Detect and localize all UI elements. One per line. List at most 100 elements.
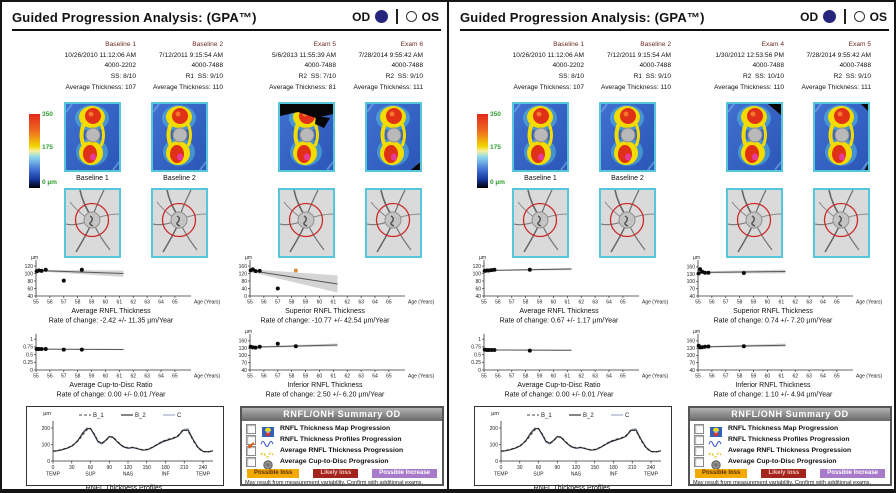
y-tick-label: 100 (42, 442, 51, 448)
x-tick-label: 56 (495, 374, 501, 380)
confidence-band (250, 269, 338, 293)
x-tick-label: 55 (481, 374, 487, 380)
y-tick-label: 0 (30, 368, 33, 374)
fundus-image[interactable] (599, 188, 656, 258)
page-title: Guided Progression Analysis: (GPA™) (460, 10, 705, 25)
data-point (61, 347, 66, 352)
exam-datetime: 5/6/2013 11:55:39 AM (271, 51, 336, 59)
exam-average-thickness: Average Thickness: 111 (353, 83, 423, 91)
rate-of-change-label: Rate of change: 0.00 +/- 0.01 /Year (57, 392, 167, 399)
os-radio[interactable] (853, 11, 865, 22)
profiles-icon (708, 435, 724, 447)
exam-serial: 4000-7488 (839, 62, 871, 70)
eye-divider (844, 9, 846, 24)
average-cup-to-disc-ratio: 1 0.75 0.5 0.25 0 55 56 57 58 59 60 61 62 63 64 65 Age (… (18, 328, 233, 400)
x-tick-label: 65 (172, 374, 178, 380)
fundus-image[interactable] (726, 188, 783, 258)
y-tick-label: 80 (475, 279, 481, 285)
data-point (527, 267, 532, 272)
status-chip-possible-loss: Possible loss (695, 469, 748, 478)
data-point (492, 347, 497, 352)
rnfl-thickness-map[interactable] (278, 102, 335, 172)
fundus-image[interactable] (813, 188, 870, 258)
exam-datetime: 1/30/2012 12:53:56 PM (715, 51, 784, 59)
x-tick-label: 180 (161, 465, 170, 471)
fundus-image[interactable] (512, 188, 569, 258)
data-point (275, 341, 280, 346)
data-point (696, 271, 701, 276)
chart-title: Average Cup-to-Disc Ratio (517, 382, 600, 389)
x-tick-label: 61 (779, 300, 785, 306)
legend-label: B_1 (541, 413, 552, 419)
rnfl-thickness-map[interactable] (512, 102, 569, 172)
trend-line (249, 344, 338, 348)
title-rule (460, 29, 889, 31)
exam-header: Baseline 2 7/12/2011 9:15:54 AM 4000-7488 R… (103, 40, 223, 93)
od-radio[interactable] (375, 10, 389, 23)
chart-title: Inferior RNFL Thickness (287, 382, 363, 389)
summary-checkbox[interactable] (694, 434, 704, 445)
x-tick-label: 60 (551, 374, 557, 380)
fundus-image[interactable] (64, 188, 121, 258)
y-tick-label: 60 (27, 286, 33, 292)
x-tick-label: 65 (172, 300, 178, 306)
x-tick-label: 57 (275, 300, 281, 306)
x-tick-label: 55 (247, 300, 253, 306)
od-radio[interactable] (823, 10, 837, 23)
scale-max-label: 350 (42, 111, 53, 118)
y-tick-label: 0.75 (471, 345, 481, 351)
rnfl-thickness-map[interactable] (726, 102, 783, 172)
fundus-image[interactable] (278, 188, 335, 258)
y-tick-label: 40 (241, 286, 247, 292)
data-point (79, 267, 84, 272)
y-tick-label: 0 (478, 368, 481, 374)
y-tick-label: 40 (689, 368, 695, 374)
region-label: NAS (571, 472, 582, 478)
rnfl-thickness-map[interactable] (365, 102, 422, 172)
rnfl-thickness-map[interactable] (813, 102, 870, 172)
data-point (527, 348, 532, 353)
os-radio[interactable] (405, 11, 417, 22)
region-label: SUP (85, 472, 96, 478)
exam-signal-strength: R2 SS: 7/10 (298, 73, 336, 81)
summary-checkbox[interactable]: ✔ (246, 441, 256, 456)
status-chip-possible-increase: Possible Increase (820, 469, 885, 478)
x-tick-label: 30 (517, 465, 523, 471)
x-tick-label: 65 (620, 374, 626, 380)
x-tick-label: 240 (647, 465, 656, 471)
data-point (702, 270, 707, 275)
eye-selector: OD OS (800, 9, 887, 24)
summary-checkbox[interactable] (246, 434, 256, 445)
data-point (257, 268, 262, 273)
legend-label: C (177, 413, 182, 419)
fundus-image[interactable] (365, 188, 422, 258)
data-point (706, 270, 711, 275)
x-tick-label: 58 (289, 300, 295, 306)
rnfl-thickness-map[interactable] (599, 102, 656, 172)
exam-serial: 4000-2202 (104, 62, 136, 70)
y-tick-label: 40 (27, 294, 33, 300)
summary-checkbox[interactable] (694, 445, 704, 456)
y-tick-label: 100 (25, 271, 34, 277)
y-tick-label: 0.5 (474, 352, 481, 358)
x-tick-label: 60 (317, 374, 323, 380)
rnfl-thickness-map[interactable] (64, 102, 121, 172)
summary-checkbox[interactable] (694, 456, 704, 467)
chart-title: Superior RNFL Thickness (733, 308, 813, 315)
rnfl-thickness-map[interactable] (151, 102, 208, 172)
exam-signal-strength: R2 SS: 9/10 (385, 73, 423, 81)
x-tick-label: 65 (386, 374, 392, 380)
trend-line (697, 344, 786, 348)
x-tick-label: 240 (199, 465, 208, 471)
y-tick-label: 1 (478, 337, 481, 343)
legend-label: C (625, 413, 630, 419)
fundus-image[interactable] (151, 188, 208, 258)
eye-selector: OD OS (352, 9, 439, 24)
summary-checkbox[interactable] (694, 423, 704, 434)
y-tick-label: 100 (473, 271, 482, 277)
summary-checkbox[interactable] (246, 456, 256, 467)
summary-checkbox[interactable] (246, 423, 256, 434)
exam-name: Exam 4 (761, 41, 784, 48)
x-axis-label: Age (Years) (408, 374, 435, 380)
